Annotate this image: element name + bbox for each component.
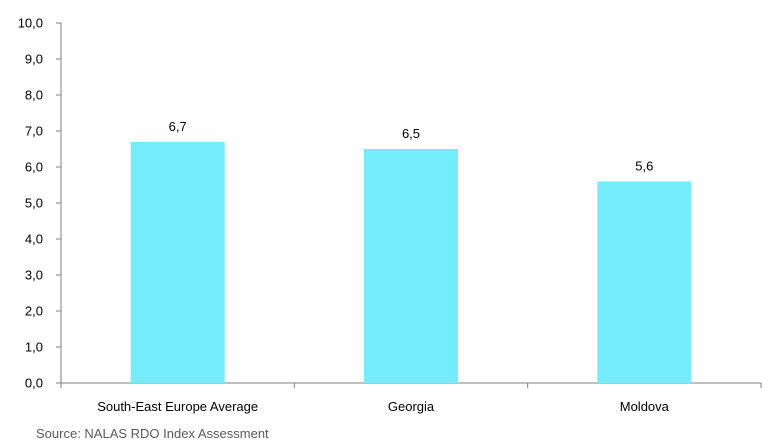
y-tick-label: 6,0 — [25, 160, 43, 175]
x-category-label: Georgia — [388, 399, 435, 414]
y-tick-label: 4,0 — [25, 232, 43, 247]
y-tick-label: 2,0 — [25, 304, 43, 319]
data-labels: 6,7 6,5 5,6 — [169, 119, 654, 174]
x-category-label: Moldova — [620, 399, 670, 414]
y-tick-label: 9,0 — [25, 52, 43, 67]
y-axis: 0,0 1,0 2,0 3,0 4,0 5,0 6,0 7,0 8,0 9,0 10,0 — [18, 16, 62, 391]
x-category-label: South-East Europe Average — [97, 399, 258, 414]
bar-moldova — [597, 181, 692, 383]
y-tick-label: 8,0 — [25, 88, 43, 103]
bar-value-label: 6,7 — [169, 119, 187, 134]
bars — [130, 141, 692, 383]
bar-value-label: 5,6 — [635, 158, 653, 173]
y-tick-label: 7,0 — [25, 124, 43, 139]
y-tick-label: 1,0 — [25, 340, 43, 355]
y-tick-label: 0,0 — [25, 376, 43, 391]
source-note: Source: NALAS RDO Index Assessment — [36, 426, 269, 441]
y-tick-label: 10,0 — [18, 16, 43, 31]
y-tick-label: 5,0 — [25, 196, 43, 211]
bar-value-label: 6,5 — [402, 126, 420, 141]
x-axis: South-East Europe Average Georgia Moldova — [60, 382, 762, 414]
bar-south-east-europe-average — [130, 141, 225, 383]
bar-georgia — [364, 149, 458, 383]
y-tick-label: 3,0 — [25, 268, 43, 283]
